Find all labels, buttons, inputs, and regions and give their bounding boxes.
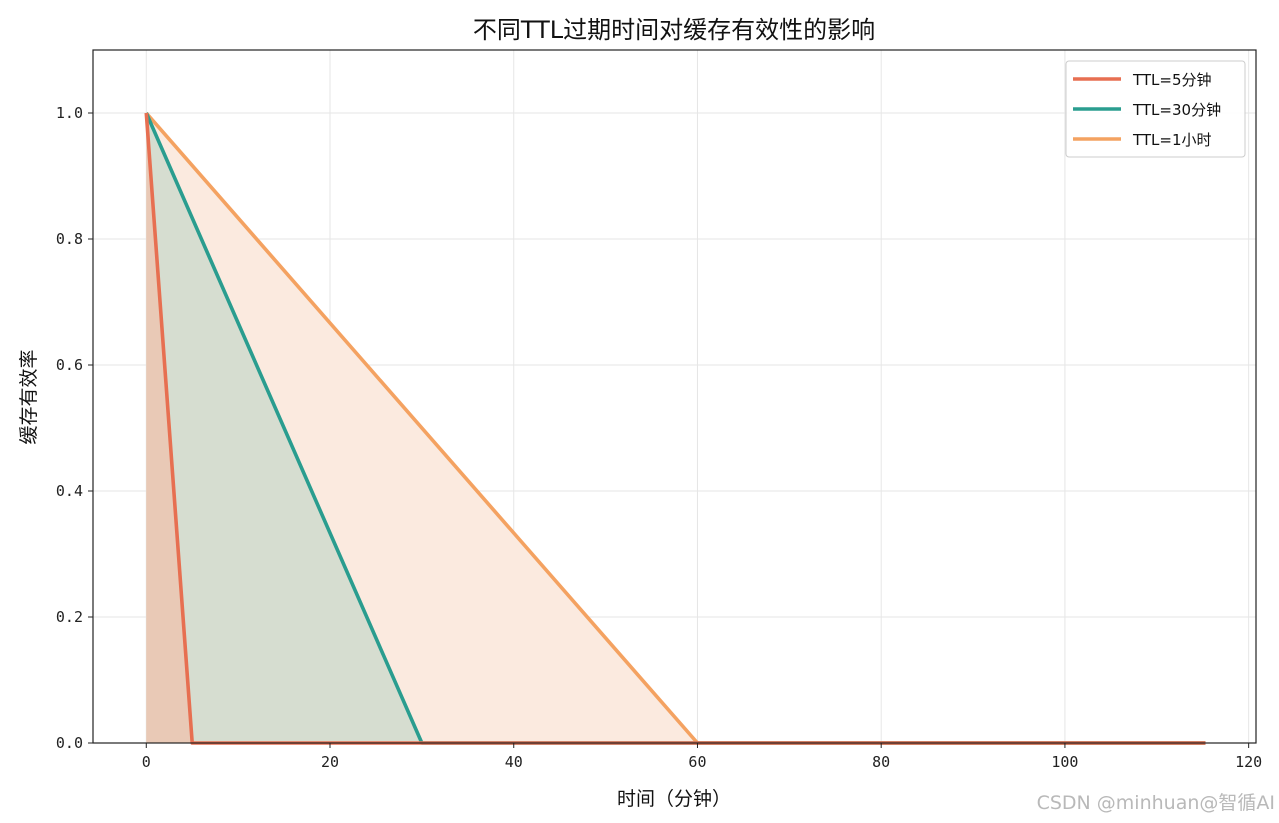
- y-axis-ticks: 0.0 0.2 0.4 0.6 0.8 1.0: [56, 104, 93, 752]
- legend-entry: TTL=30分钟: [1132, 101, 1221, 119]
- y-tick-label: 1.0: [56, 104, 83, 122]
- y-tick-label: 0.8: [56, 230, 83, 248]
- legend-entry: TTL=5分钟: [1132, 71, 1212, 89]
- x-tick-label: 120: [1235, 753, 1262, 771]
- x-tick-label: 0: [142, 753, 151, 771]
- x-tick-label: 40: [505, 753, 523, 771]
- legend: TTL=5分钟 TTL=30分钟 TTL=1小时: [1065, 60, 1246, 158]
- x-tick-label: 100: [1051, 753, 1078, 771]
- y-tick-label: 0.4: [56, 482, 83, 500]
- chart-title: 不同TTL过期时间对缓存有效性的影响: [473, 16, 875, 44]
- legend-entry: TTL=1小时: [1132, 131, 1212, 149]
- x-tick-label: 20: [321, 753, 339, 771]
- y-tick-label: 0.2: [56, 608, 83, 626]
- watermark: CSDN @minhuan@智循AI: [1037, 792, 1275, 814]
- y-tick-label: 0.0: [56, 734, 83, 752]
- series-fill: [146, 113, 422, 743]
- y-axis-label: 缓存有效率: [18, 349, 40, 444]
- x-tick-label: 60: [688, 753, 706, 771]
- y-tick-label: 0.6: [56, 356, 83, 374]
- x-tick-label: 80: [872, 753, 890, 771]
- x-axis-label: 时间（分钟）: [617, 788, 731, 810]
- legend-box: [1065, 60, 1246, 158]
- x-axis-ticks: 0 20 40 60 80 100 120: [142, 743, 1262, 771]
- plot-frame: [92, 49, 1257, 744]
